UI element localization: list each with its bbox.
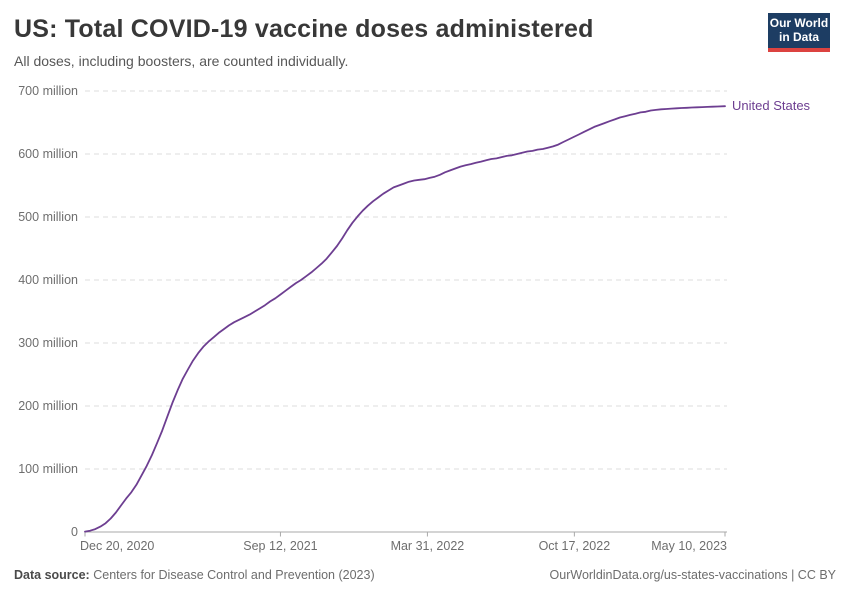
x-tick-label: Mar 31, 2022: [390, 539, 465, 553]
owid-logo-line2: in Data: [778, 29, 819, 44]
trend-line-united-states[interactable]: [84, 105, 726, 533]
page-title: US: Total COVID-19 vaccine doses adminis…: [14, 15, 594, 43]
y-tick-label: 400 million: [18, 273, 78, 287]
x-tick-label: May 10, 2023: [651, 539, 727, 553]
footer-link[interactable]: OurWorldinData.org/us-states-vaccination…: [549, 568, 836, 582]
owid-logo[interactable]: Our World in Data: [768, 13, 830, 52]
y-tick-label: 600 million: [18, 147, 78, 161]
chart-subtitle: All doses, including boosters, are count…: [14, 53, 349, 69]
x-tick-label: Dec 20, 2020: [80, 539, 155, 553]
chart-footer: Data source: Centers for Disease Control…: [14, 568, 836, 582]
series-label-united-states: United States: [732, 98, 811, 114]
y-tick-label: 100 million: [18, 462, 78, 476]
y-tick-label: 500 million: [18, 210, 78, 224]
y-tick-label: 0: [71, 525, 78, 539]
owid-logo-line1: Our World: [769, 16, 829, 30]
x-tick-label: Sep 12, 2021: [243, 539, 318, 553]
y-tick-label: 700 million: [18, 84, 78, 98]
y-tick-label: 200 million: [18, 399, 78, 413]
x-tick-label: Oct 17, 2022: [538, 539, 611, 553]
y-tick-label: 300 million: [18, 336, 78, 350]
data-source-label: Data source:: [14, 568, 90, 582]
data-source: Data source: Centers for Disease Control…: [14, 568, 375, 582]
data-source-text: Centers for Disease Control and Preventi…: [93, 568, 375, 582]
